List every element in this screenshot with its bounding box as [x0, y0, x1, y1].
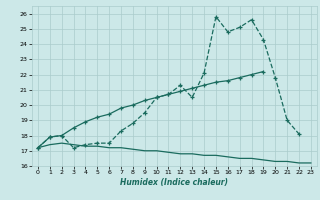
X-axis label: Humidex (Indice chaleur): Humidex (Indice chaleur) [120, 178, 228, 187]
